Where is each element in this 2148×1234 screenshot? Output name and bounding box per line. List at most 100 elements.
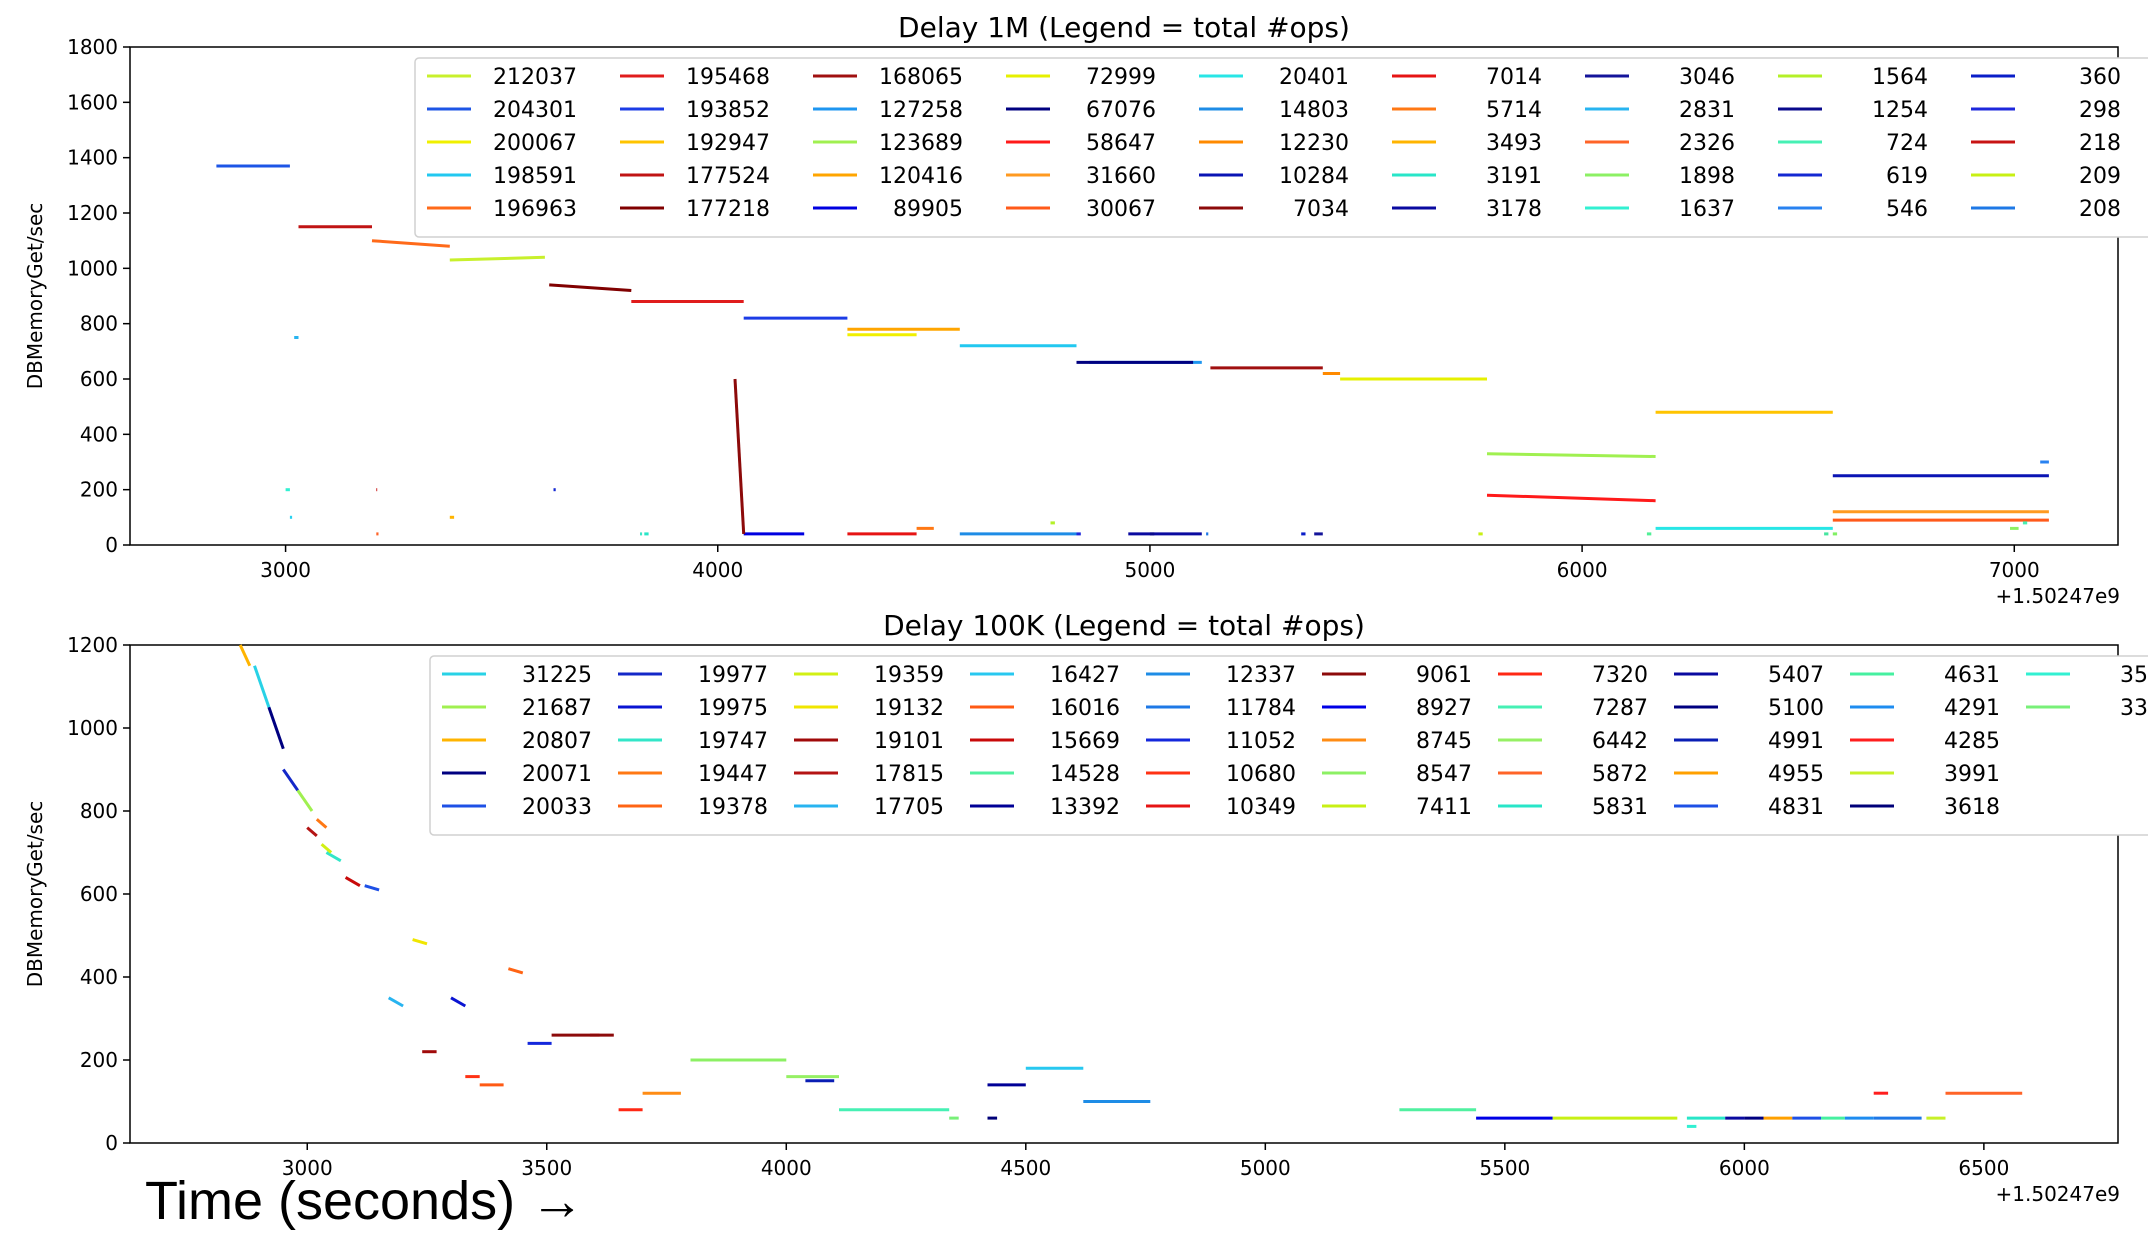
chart2-legend-label: 3991 xyxy=(1944,762,2000,787)
chart2-ytick-label: 600 xyxy=(80,882,118,906)
chart1-legend-label: 360 xyxy=(2079,65,2121,90)
chart1-ytick-label: 1000 xyxy=(67,256,118,280)
chart1-legend-label: 204301 xyxy=(493,98,577,123)
chart1-legend-label: 5714 xyxy=(1486,98,1542,123)
chart2-series-line xyxy=(296,789,314,812)
chart1-ytick-label: 800 xyxy=(80,312,118,336)
chart1-legend-label: 67076 xyxy=(1086,98,1156,123)
chart2-legend-label: 19378 xyxy=(698,795,768,820)
chart1-ytick-label: 1400 xyxy=(67,146,118,170)
chart1-x-offset-label: +1.50247e9 xyxy=(1996,584,2121,608)
chart2-legend-label: 4955 xyxy=(1768,762,1824,787)
chart2-xtick-label: 6500 xyxy=(1958,1156,2009,1180)
chart1-legend-label: 2326 xyxy=(1679,131,1735,156)
chart2-legend-label: 19447 xyxy=(698,762,768,787)
chart2-ytick-label: 1000 xyxy=(67,716,118,740)
chart2-legend-label: 7320 xyxy=(1592,663,1648,688)
chart2-legend-label: 5831 xyxy=(1592,795,1648,820)
chart1-series-line xyxy=(1486,493,1656,503)
chart2-x-offset-label: +1.50247e9 xyxy=(1996,1182,2121,1206)
chart1-legend-label: 1637 xyxy=(1679,197,1735,222)
chart2-legend-label: 7411 xyxy=(1416,795,1472,820)
chart2-legend-label: 10680 xyxy=(1226,762,1296,787)
chart1-legend-label: 31660 xyxy=(1086,164,1156,189)
chart1-legend-label: 212037 xyxy=(493,65,577,90)
chart2-legend-label: 20807 xyxy=(522,729,592,754)
chart2-series-line xyxy=(315,818,328,829)
chart2-series-line xyxy=(344,876,361,887)
chart2-legend-label: 13392 xyxy=(1050,795,1120,820)
chart2-xtick-label: 6000 xyxy=(1719,1156,1770,1180)
chart1-legend-label: 177218 xyxy=(686,197,770,222)
chart1-legend-label: 168065 xyxy=(879,65,963,90)
chart1-legend-label: 72999 xyxy=(1086,65,1156,90)
chart1-legend-label: 198591 xyxy=(493,164,577,189)
chart2-series-line xyxy=(320,843,333,854)
chart2-series-line xyxy=(306,826,318,838)
chart2-legend-label: 21687 xyxy=(522,696,592,721)
chart2-legend-label: 19359 xyxy=(874,663,944,688)
chart1-plot-frame xyxy=(129,46,2119,546)
chart2-legend-box xyxy=(429,655,2148,836)
chart1-legend-label: 3493 xyxy=(1486,131,1542,156)
chart2-legend-label: 31225 xyxy=(522,663,592,688)
chart2-xtick-label: 4000 xyxy=(761,1156,812,1180)
chart2-legend-label: 11052 xyxy=(1226,729,1296,754)
chart1-legend-label: 3046 xyxy=(1679,65,1735,90)
chart2-legend-label: 20071 xyxy=(522,762,592,787)
time-axis-caption: Time (seconds) → xyxy=(145,1171,585,1231)
chart1-legend-label: 218 xyxy=(2079,131,2121,156)
chart1-legend-label: 10284 xyxy=(1279,164,1349,189)
chart1-ytick-label: 1200 xyxy=(67,201,118,225)
chart2-xtick-label: 5500 xyxy=(1479,1156,1530,1180)
chart2-legend-label: 5407 xyxy=(1768,663,1824,688)
chart1-legend-label: 298 xyxy=(2079,98,2121,123)
chart1-legend-label: 208 xyxy=(2079,197,2121,222)
chart2-legend-label: 16427 xyxy=(1050,663,1120,688)
chart1-legend-label: 619 xyxy=(1886,164,1928,189)
chart1-legend-label: 546 xyxy=(1886,197,1928,222)
chart2-series-line xyxy=(412,938,428,946)
chart2-legend-label: 3328 xyxy=(2120,696,2148,721)
chart1-legend-label: 58647 xyxy=(1086,131,1156,156)
chart2-ytick-label: 0 xyxy=(105,1131,118,1155)
chart1-legend-label: 7014 xyxy=(1486,65,1542,90)
chart1-legend-label: 724 xyxy=(1886,131,1928,156)
chart1-ytick-label: 600 xyxy=(80,367,118,391)
chart1-legend-label: 196963 xyxy=(493,197,577,222)
chart1-legend-label: 7034 xyxy=(1293,197,1349,222)
chart2-xtick-label: 3500 xyxy=(521,1156,572,1180)
chart1-legend-label: 209 xyxy=(2079,164,2121,189)
chart2-legend-label: 5100 xyxy=(1768,696,1824,721)
chart2-ytick-label: 400 xyxy=(80,965,118,989)
chart1-legend-label: 3191 xyxy=(1486,164,1542,189)
chart2-legend-label: 10349 xyxy=(1226,795,1296,820)
chart2-legend-label: 6442 xyxy=(1592,729,1648,754)
chart1-ytick-label: 1800 xyxy=(67,35,118,59)
chart1-legend-box xyxy=(414,57,2148,238)
chart2-legend-label: 19132 xyxy=(874,696,944,721)
chart1-xtick-label: 7000 xyxy=(1989,558,2040,582)
chart2-legend-label: 19101 xyxy=(874,729,944,754)
chart2-series-line xyxy=(325,851,342,863)
chart1-legend-label: 127258 xyxy=(879,98,963,123)
chart1-xtick-label: 6000 xyxy=(1557,558,1608,582)
chart2-legend-label: 8547 xyxy=(1416,762,1472,787)
chart1-legend-label: 1564 xyxy=(1872,65,1928,90)
chart2-legend-label: 7287 xyxy=(1592,696,1648,721)
chart2-xtick-label: 3000 xyxy=(282,1156,333,1180)
chart1-xtick-label: 3000 xyxy=(260,558,311,582)
chart2-series-line xyxy=(450,996,467,1008)
chart2-series-line xyxy=(253,665,271,708)
chart2-legend-label: 8745 xyxy=(1416,729,1472,754)
chart1-ytick-label: 0 xyxy=(105,533,118,557)
chart1-legend-label: 120416 xyxy=(879,164,963,189)
chart2-legend-label: 4285 xyxy=(1944,729,2000,754)
chart2-legend-label: 14528 xyxy=(1050,762,1120,787)
chart2-legend-label: 8927 xyxy=(1416,696,1472,721)
chart2-legend-label: 17815 xyxy=(874,762,944,787)
chart2-series-line xyxy=(267,706,285,750)
chart1-legend-label: 192947 xyxy=(686,131,770,156)
chart2-legend-label: 19747 xyxy=(698,729,768,754)
